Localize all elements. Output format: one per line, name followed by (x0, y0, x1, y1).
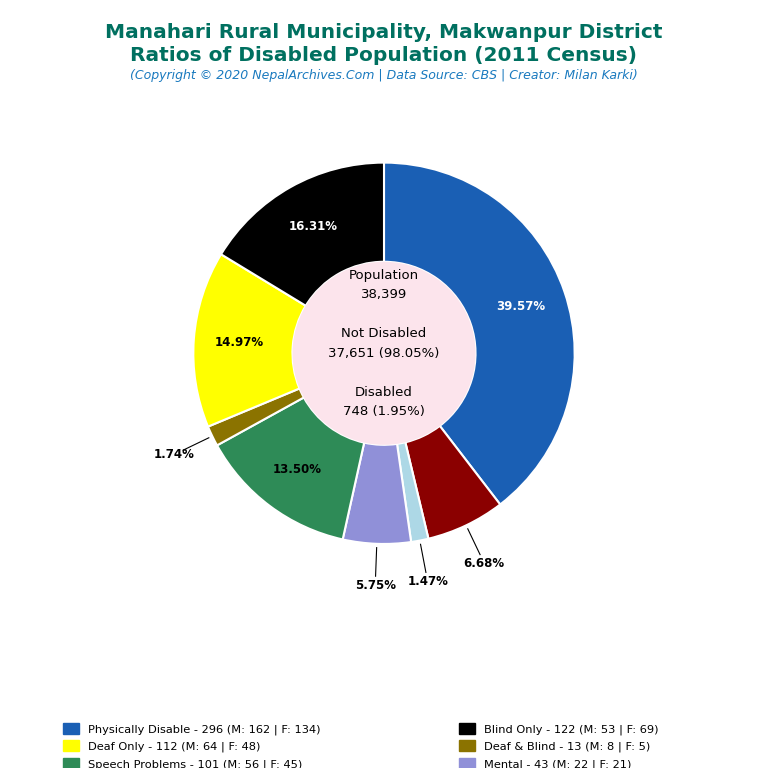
Text: (Copyright © 2020 NepalArchives.Com | Data Source: CBS | Creator: Milan Karki): (Copyright © 2020 NepalArchives.Com | Da… (130, 69, 638, 82)
Wedge shape (194, 254, 306, 426)
Wedge shape (208, 389, 304, 445)
Text: 1.74%: 1.74% (154, 448, 195, 461)
Text: 39.57%: 39.57% (497, 300, 546, 313)
Text: Ratios of Disabled Population (2011 Census): Ratios of Disabled Population (2011 Cens… (131, 46, 637, 65)
Text: 5.75%: 5.75% (355, 579, 396, 592)
Wedge shape (343, 442, 411, 544)
Text: Population
38,399

Not Disabled
37,651 (98.05%)

Disabled
748 (1.95%): Population 38,399 Not Disabled 37,651 (9… (328, 269, 440, 419)
Text: 16.31%: 16.31% (289, 220, 337, 233)
Text: 13.50%: 13.50% (273, 463, 322, 476)
Legend: Blind Only - 122 (M: 53 | F: 69), Deaf & Blind - 13 (M: 8 | F: 5), Mental - 43 (: Blind Only - 122 (M: 53 | F: 69), Deaf &… (459, 723, 705, 768)
Text: 6.68%: 6.68% (464, 557, 505, 570)
Wedge shape (406, 425, 500, 538)
Wedge shape (384, 163, 574, 505)
Wedge shape (221, 163, 384, 306)
Wedge shape (217, 398, 364, 539)
Wedge shape (397, 442, 429, 542)
Text: 14.97%: 14.97% (215, 336, 264, 349)
Circle shape (293, 262, 475, 445)
Text: Manahari Rural Municipality, Makwanpur District: Manahari Rural Municipality, Makwanpur D… (105, 23, 663, 42)
Text: 1.47%: 1.47% (407, 575, 449, 588)
